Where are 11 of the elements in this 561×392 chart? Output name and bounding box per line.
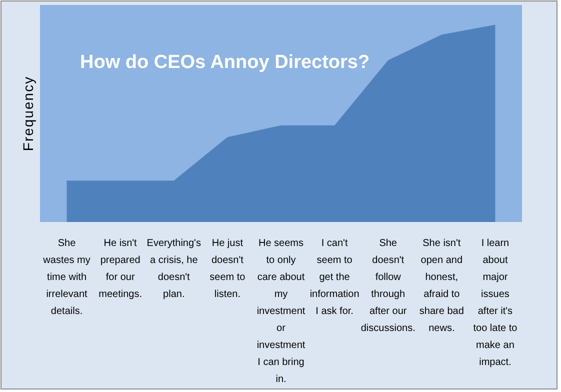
- x-tick-label: She doesn't follow through after our discussions.: [360, 238, 416, 334]
- x-tick-label: I learn about major issues after it's too late to make an impact.: [473, 238, 518, 368]
- x-tick-label: He just doesn't seem to listen.: [210, 238, 246, 300]
- x-tick-label: He isn't prepared for our meetings.: [98, 238, 142, 300]
- y-axis-title: Frequency: [20, 76, 36, 152]
- x-tick-label: She isn't open and honest, afraid to share bad news.: [419, 238, 464, 334]
- category-label: He seems to only care about my investment or investment I can bring in.: [256, 238, 306, 385]
- x-tick-label: I can't seem to get the information I ask for.: [310, 238, 360, 317]
- text: How do CEOs Annoy Directors?: [80, 52, 370, 73]
- x-tick-label: She wastes my time with irrelevant details.: [42, 238, 90, 317]
- x-tick-label: Everything's a crisis, he doesn't plan.: [146, 238, 201, 300]
